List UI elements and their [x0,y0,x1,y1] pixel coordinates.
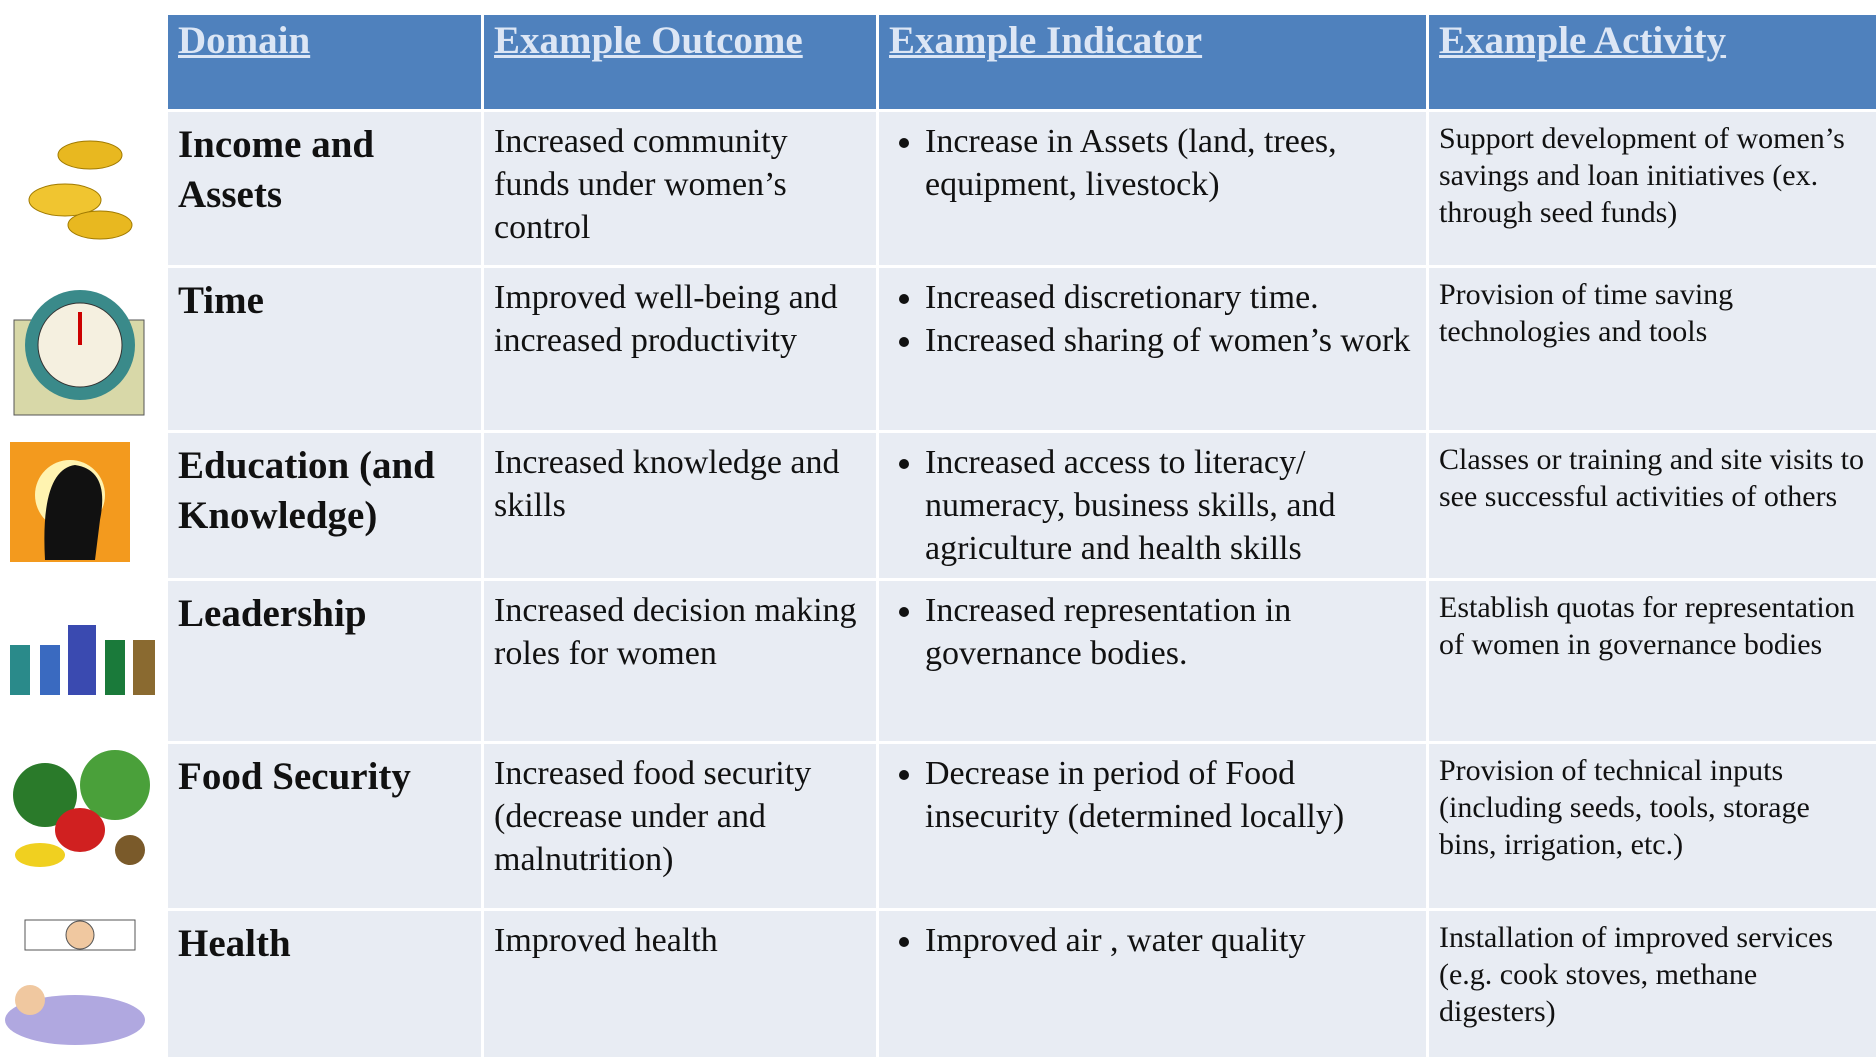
clock-icon [14,290,144,415]
column-header: Example Outcome [483,14,878,111]
domain-cell: Food Security [167,743,483,910]
outcome-cell: Increased food security (decrease under … [483,743,878,910]
activity-cell: Provision of technical inputs (including… [1428,743,1876,910]
activity-cell: Classes or training and site visits to s… [1428,432,1876,580]
activity-cell: Provision of time saving technologies an… [1428,267,1876,432]
indicator: Improved air , water quality [925,919,1416,962]
people-icon [10,625,155,695]
column-header: Example Activity [1428,14,1876,111]
indicator-list: Improved air , water quality [889,919,1416,962]
domain-cell: Health [167,910,483,1059]
domain-cell: Leadership [167,580,483,743]
domain-cell: Income and Assets [167,111,483,267]
indicator-list: Increased representation in governance b… [889,589,1416,675]
indicator: Increase in Assets (land, trees, equipme… [925,120,1416,206]
domain-cell: Time [167,267,483,432]
coins-icon [29,141,132,239]
indicator-cell: Increased discretionary time.Increased s… [878,267,1428,432]
indicator-list: Increase in Assets (land, trees, equipme… [889,120,1416,206]
outcome-cell: Increased knowledge and skills [483,432,878,580]
indicator-cell: Increased representation in governance b… [878,580,1428,743]
indicator-list: Decrease in period of Food insecurity (d… [889,752,1416,838]
column-header: Domain [167,14,483,111]
indicator-cell: Increase in Assets (land, trees, equipme… [878,111,1428,267]
indicator: Increased representation in governance b… [925,589,1416,675]
food-icon [13,750,150,867]
indicator-cell: Improved air , water quality [878,910,1428,1059]
icons [0,0,165,1050]
indicator-list: Increased discretionary time.Increased s… [889,276,1416,362]
indicator-list: Increased access to literacy/ numeracy, … [889,441,1416,570]
table-row: Education (and Knowledge)Increased knowl… [167,432,1876,580]
domain-cell: Education (and Knowledge) [167,432,483,580]
activity-cell: Support development of women’s savings a… [1428,111,1876,267]
outcome-cell: Improved well-being and increased produc… [483,267,878,432]
head-icon [10,442,130,562]
outcome-cell: Improved health [483,910,878,1059]
activity-cell: Installation of improved services (e.g. … [1428,910,1876,1059]
indicator: Increased sharing of women’s work [925,319,1416,362]
health-icon [5,920,145,1045]
outcome-cell: Increased decision making roles for wome… [483,580,878,743]
indicator: Increased access to literacy/ numeracy, … [925,441,1416,570]
indicator: Decrease in period of Food insecurity (d… [925,752,1416,838]
indicator-cell: Decrease in period of Food insecurity (d… [878,743,1428,910]
indicator-cell: Increased access to literacy/ numeracy, … [878,432,1428,580]
column-header: Example Indicator [878,14,1428,111]
activity-cell: Establish quotas for representation of w… [1428,580,1876,743]
indicator: Increased discretionary time. [925,276,1416,319]
outcome-cell: Increased community funds under women’s … [483,111,878,267]
